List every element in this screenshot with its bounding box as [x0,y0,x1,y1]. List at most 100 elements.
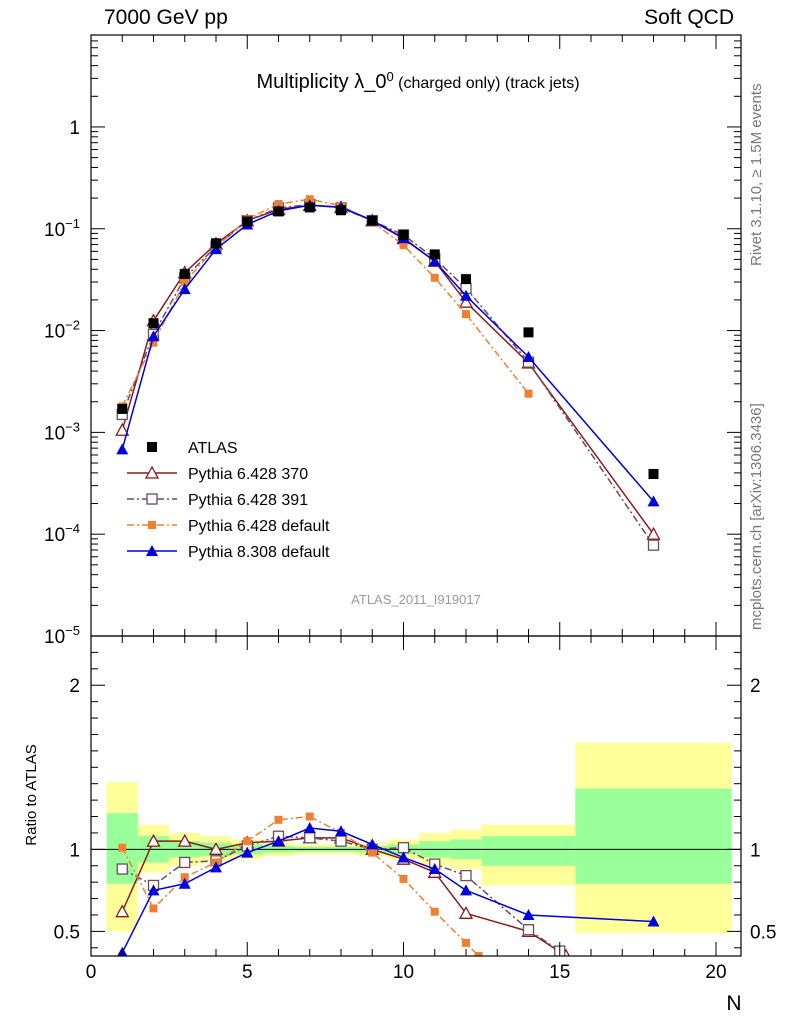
data-point [210,861,222,873]
uncertainty-band-inner [575,788,732,884]
data-point [523,327,534,338]
data-point [115,422,130,436]
data-point [462,310,470,319]
data-point [116,443,129,455]
ratio-panel-series [115,812,660,956]
y-tick-label: 10−1 [44,216,80,241]
data-point [430,273,439,282]
y-tick-label: 1 [69,118,80,139]
data-point [522,908,535,920]
chart-title-suffix: (charged only) (track jets) [394,75,580,92]
data-point [647,495,660,507]
data-point [177,833,192,847]
data-point [397,842,410,854]
y-tick-label: 10−4 [44,521,80,546]
legend-label: Pythia 6.428 default [188,518,330,535]
data-point [147,330,160,342]
data-point [304,202,315,213]
header-right-label: Soft QCD [644,6,734,29]
ratio-panel-frame [90,635,742,957]
data-point [147,442,157,452]
series-line [121,204,655,535]
legend: ATLAS Pythia 6.428 370 Pythia 6.428 391 Pyt… [127,440,330,561]
data-point [149,904,158,913]
data-point [211,238,221,249]
x-tick-label: 20 [705,962,726,983]
data-point [304,832,316,844]
data-point [647,915,660,927]
data-point [397,851,410,863]
data-point [148,521,156,529]
data-point [179,268,190,279]
chart-title: Multiplicity λ_00 (charged only) (track … [256,69,579,94]
legend-label: Pythia 6.428 370 [188,466,308,483]
data-point [522,351,535,363]
data-point [117,403,128,414]
data-point [178,283,191,295]
y-tick-label: 10−5 [44,623,80,648]
mcplots-reference-label: mcplots.cern.ch [arXiv:1306.3436] [748,403,765,630]
data-point [368,848,377,857]
x-tick-label: 10 [393,962,414,983]
data-point [430,907,439,916]
legend-label: ATLAS [188,440,238,457]
data-point [461,274,471,285]
rivet-version-label: Rivet 3.1.10, ≥ 1.5M events [748,83,765,267]
data-point [146,493,158,505]
data-point [274,815,283,824]
data-point [367,215,378,226]
legend-label: Pythia 6.428 391 [188,492,308,509]
chart-title-main: Multiplicity λ_0 [256,71,386,93]
data-point [118,843,127,852]
data-point [336,205,346,216]
data-point [399,874,408,883]
data-point [146,833,161,847]
uncertainty-band-inner [481,836,576,866]
data-point [335,825,347,837]
chart-title-superscript: 0 [386,69,393,84]
series-line [121,204,655,502]
data-point [399,241,408,250]
data-point [208,841,224,855]
data-point [243,837,252,846]
y-tick-label-right: 2 [750,676,761,697]
main-panel-axes: 1 10−1 10−2 10−3 10−4 10−5 [44,34,742,648]
data-point [305,812,314,821]
data-point [458,294,474,308]
main-panel-series [115,195,661,551]
data-point [398,229,409,240]
data-point [647,539,660,551]
data-point [272,835,285,847]
data-point [210,243,222,255]
ratio-panel-bands [91,742,741,934]
data-point [273,206,284,217]
data-point [274,200,283,209]
data-point [458,905,474,919]
data-point [305,195,314,204]
data-point [335,835,347,847]
data-point [524,389,533,398]
data-point [147,884,160,896]
analysis-id-label: ATLAS_2011_I919017 [351,592,481,607]
data-point [460,289,472,301]
data-point [180,277,189,286]
data-point [179,856,191,869]
x-tick-label: 5 [242,962,253,983]
data-point [366,838,379,850]
x-axis-label: N [726,992,741,1015]
y-tick-label: 0.5 [54,922,80,943]
ratio-panel-axes: 0 5 10 15 20 0.5 0.5 1 1 2 2 [54,635,776,983]
data-point [146,545,158,556]
y-tick-label: 10−3 [44,419,80,444]
data-point [522,924,535,936]
data-point [460,884,472,896]
data-point [242,216,253,227]
data-point [474,952,483,956]
data-point [241,846,254,858]
data-point [180,873,189,882]
data-point [428,863,441,875]
data-point [115,904,130,918]
data-point [648,469,659,480]
y-tick-label: 2 [69,676,80,697]
